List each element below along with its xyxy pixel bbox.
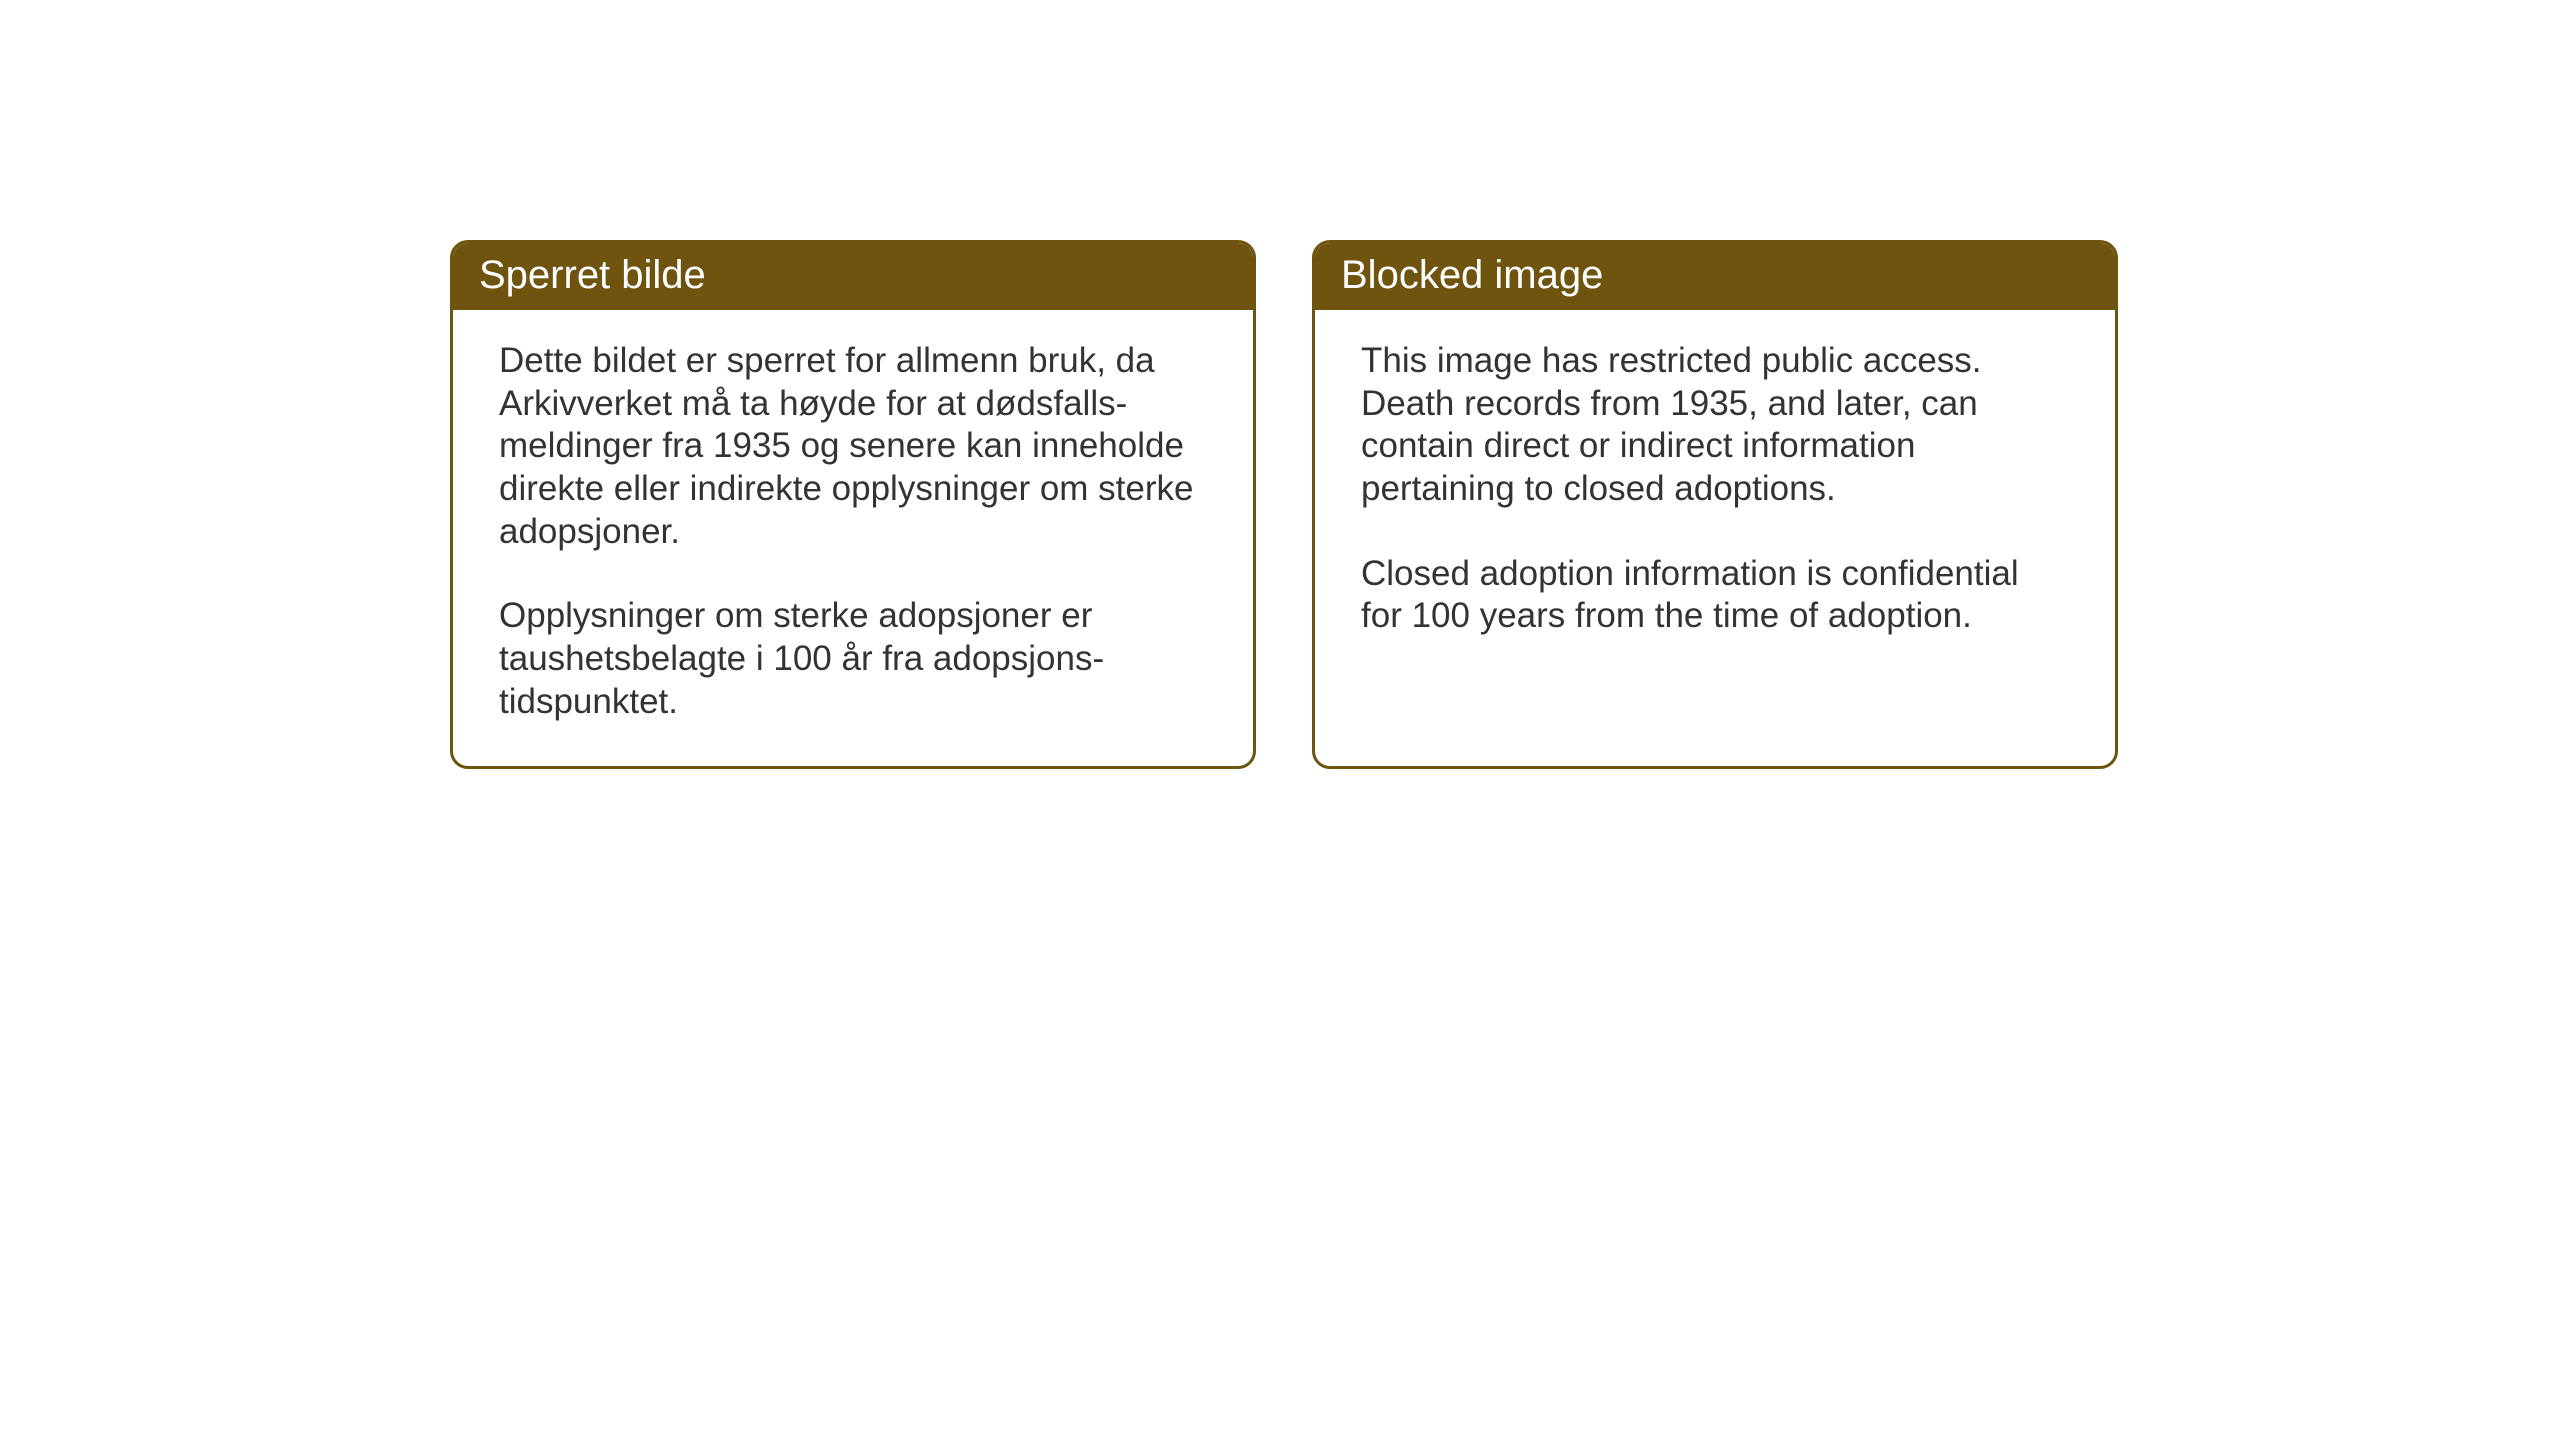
english-card: Blocked image This image has restricted … <box>1312 240 2118 769</box>
english-card-body: This image has restricted public access.… <box>1315 310 2115 680</box>
english-paragraph-1: This image has restricted public access.… <box>1361 340 2069 511</box>
norwegian-card-body: Dette bildet er sperret for allmenn bruk… <box>453 310 1253 766</box>
english-card-title: Blocked image <box>1341 253 1603 297</box>
cards-container: Sperret bilde Dette bildet er sperret fo… <box>450 240 2118 769</box>
norwegian-card-header: Sperret bilde <box>453 243 1253 310</box>
english-card-header: Blocked image <box>1315 243 2115 310</box>
english-paragraph-2: Closed adoption information is confident… <box>1361 553 2069 638</box>
norwegian-card-title: Sperret bilde <box>479 253 706 297</box>
norwegian-paragraph-1: Dette bildet er sperret for allmenn bruk… <box>499 340 1207 553</box>
norwegian-card: Sperret bilde Dette bildet er sperret fo… <box>450 240 1256 769</box>
norwegian-paragraph-2: Opplysninger om sterke adopsjoner er tau… <box>499 595 1207 723</box>
